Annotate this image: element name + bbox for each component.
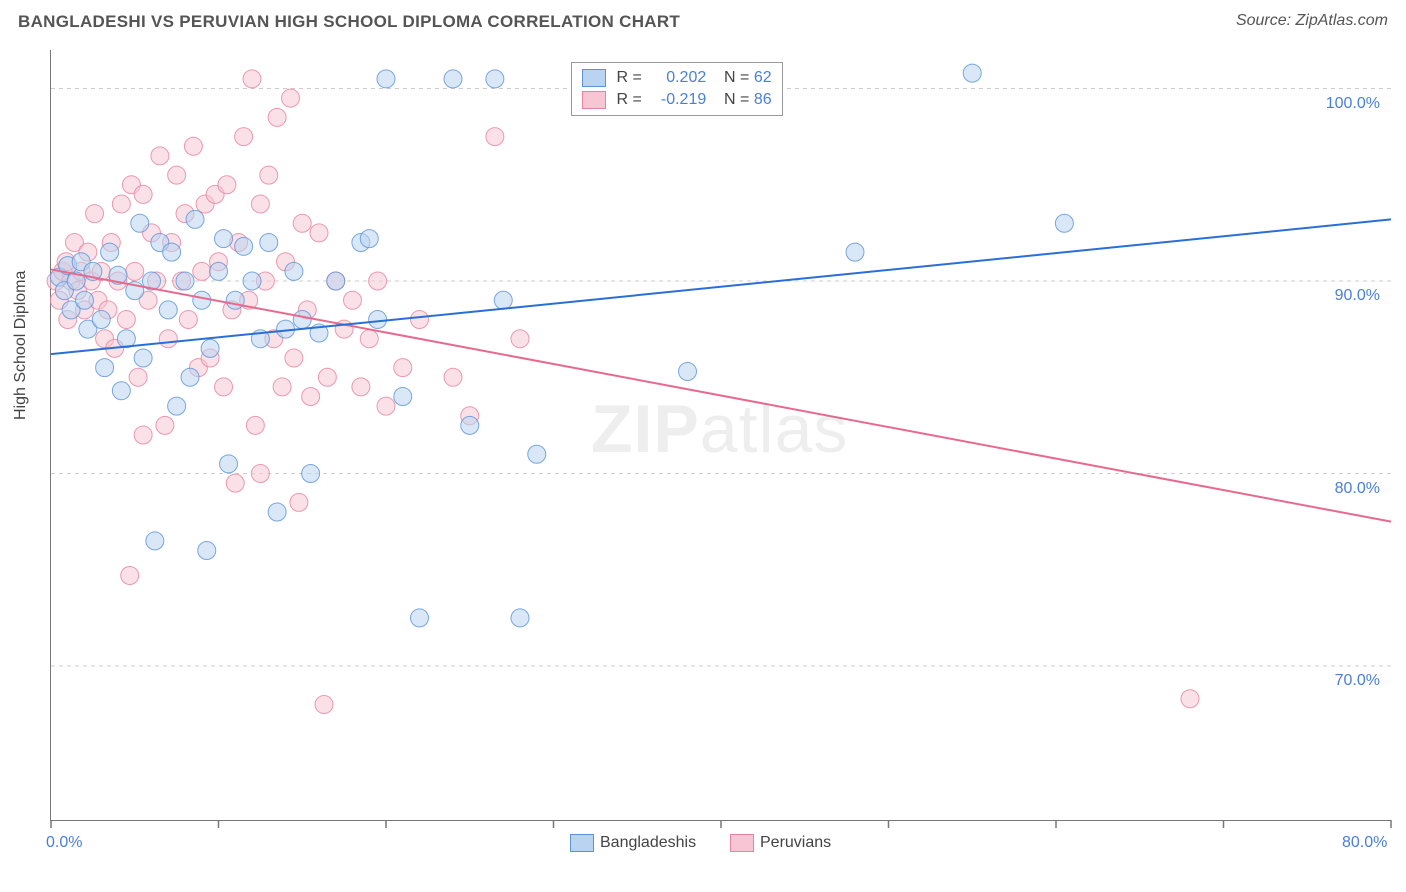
n-value-2: 86 — [754, 91, 772, 108]
n-value-1: 62 — [754, 69, 772, 86]
r-value-2: -0.219 — [646, 91, 706, 109]
plot-area: ZIPatlas R = 0.202 N = 62 R = -0.219 N =… — [50, 50, 1391, 821]
bottom-legend-item: Peruvians — [730, 834, 831, 852]
legend-label: Peruvians — [760, 834, 831, 851]
legend-swatch — [570, 834, 594, 852]
chart-source: Source: ZipAtlas.com — [1236, 12, 1388, 30]
swatch-series2 — [582, 91, 606, 109]
chart-title: BANGLADESHI VS PERUVIAN HIGH SCHOOL DIPL… — [18, 12, 680, 31]
y-tick-label: 70.0% — [1320, 672, 1380, 690]
x-tick-label: 80.0% — [1342, 834, 1387, 852]
x-tick-label: 0.0% — [46, 834, 82, 852]
y-tick-label: 80.0% — [1320, 480, 1380, 498]
legend-swatch — [730, 834, 754, 852]
stats-row-1: R = 0.202 N = 62 — [582, 69, 772, 87]
chart-svg — [51, 50, 1391, 820]
swatch-series1 — [582, 69, 606, 87]
y-tick-label: 90.0% — [1320, 287, 1380, 305]
n-label-1: N = — [724, 69, 749, 86]
legend-label: Bangladeshis — [600, 834, 696, 851]
r-label-2: R = — [616, 91, 641, 108]
stats-row-2: R = -0.219 N = 86 — [582, 91, 772, 109]
stats-legend: R = 0.202 N = 62 R = -0.219 N = 86 — [571, 62, 783, 116]
n-label-2: N = — [724, 91, 749, 108]
y-tick-label: 100.0% — [1320, 95, 1380, 113]
r-value-1: 0.202 — [646, 69, 706, 87]
y-axis-label: High School Diploma — [12, 271, 30, 420]
r-label-1: R = — [616, 69, 641, 86]
bottom-legend-item: Bangladeshis — [570, 834, 696, 852]
